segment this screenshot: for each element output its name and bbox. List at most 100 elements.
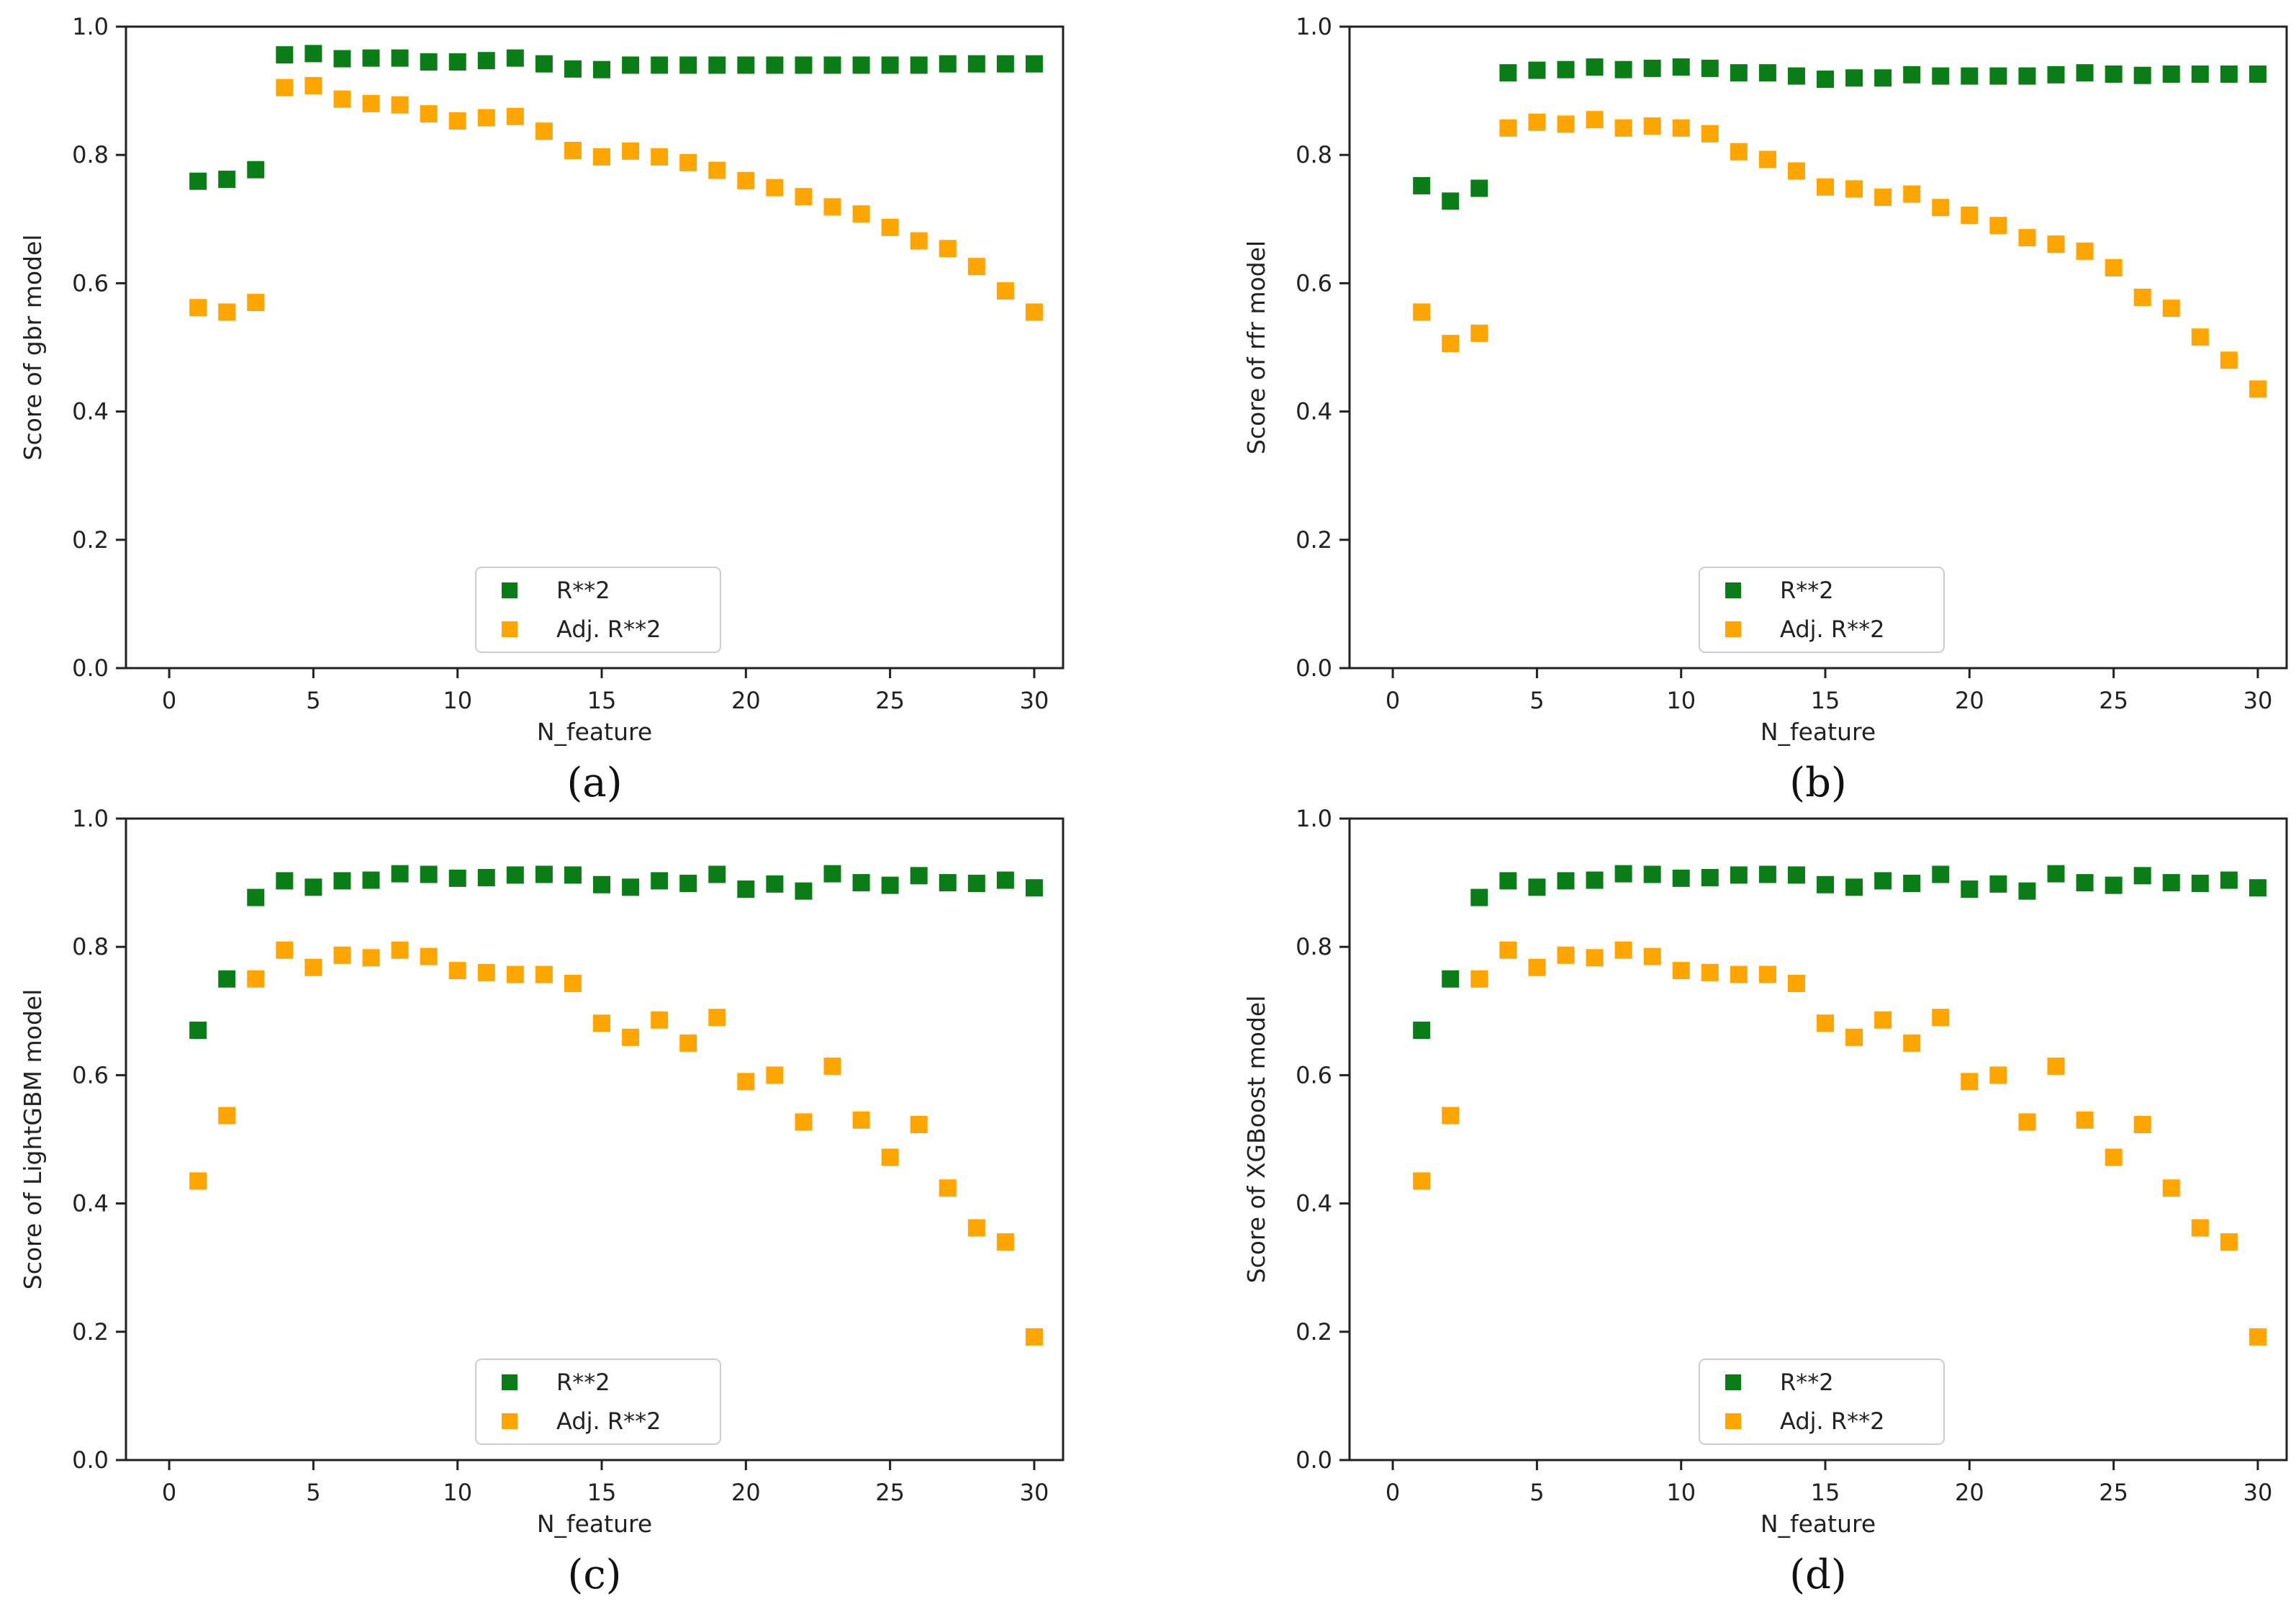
legend-label: R**2 <box>1780 577 1834 604</box>
series-adj-r2 <box>1413 111 2266 398</box>
data-point <box>304 878 322 896</box>
y-tick-label: 0.6 <box>1296 269 1332 297</box>
data-point <box>1758 64 1776 82</box>
data-point <box>1442 192 1460 210</box>
data-point <box>1672 58 1690 76</box>
legend-marker <box>502 621 517 637</box>
data-point <box>967 258 985 276</box>
data-point <box>276 46 294 64</box>
data-point <box>362 94 380 112</box>
data-point <box>1903 66 1921 84</box>
data-point <box>448 869 466 887</box>
data-point <box>1758 865 1776 883</box>
data-point <box>939 874 957 892</box>
x-tick-label: 5 <box>1529 687 1544 714</box>
legend-label: Adj. R**2 <box>556 616 661 643</box>
data-point <box>708 56 726 74</box>
data-point <box>189 172 207 190</box>
y-axis-label: Score of XGBoost model <box>1242 996 1270 1284</box>
legend-label: Adj. R**2 <box>556 1407 661 1435</box>
data-point <box>1989 875 2007 893</box>
data-point <box>391 96 409 114</box>
data-point <box>189 299 207 317</box>
data-point <box>1025 303 1043 321</box>
data-point <box>1874 189 1892 207</box>
data-point <box>1586 871 1604 889</box>
data-point <box>651 148 669 166</box>
data-point <box>1874 872 1892 890</box>
data-point <box>967 55 985 73</box>
data-point <box>823 56 841 74</box>
data-point <box>1758 965 1776 983</box>
data-point <box>2047 235 2065 253</box>
data-point <box>1586 58 1604 76</box>
data-point <box>362 871 380 889</box>
data-point <box>1874 1011 1892 1029</box>
data-point <box>1903 185 1921 203</box>
data-point <box>593 875 611 893</box>
data-point <box>2162 65 2180 83</box>
data-point <box>1758 150 1776 168</box>
data-point <box>795 56 813 74</box>
data-point <box>535 965 553 983</box>
data-point <box>2133 867 2151 885</box>
data-point <box>823 198 841 216</box>
data-point <box>2162 1179 2180 1197</box>
y-tick-label: 1.0 <box>72 13 109 40</box>
data-point <box>1499 119 1517 137</box>
data-point <box>1817 71 1835 89</box>
data-point <box>967 1219 985 1237</box>
data-point <box>651 872 669 890</box>
data-point <box>1499 941 1517 959</box>
legend-marker <box>1725 582 1741 598</box>
data-point <box>737 171 755 189</box>
data-point <box>564 974 582 992</box>
data-point <box>1614 60 1632 78</box>
data-point <box>910 1116 928 1134</box>
y-tick-label: 0.4 <box>72 398 109 425</box>
data-point <box>420 105 438 123</box>
data-point <box>1787 162 1805 180</box>
data-point <box>852 1111 870 1129</box>
data-point <box>1025 1328 1043 1346</box>
data-point <box>939 1179 957 1197</box>
data-point <box>2248 65 2266 83</box>
y-tick-label: 1.0 <box>1296 13 1332 40</box>
x-axis-label: N_feature <box>537 1510 652 1538</box>
data-point <box>362 49 380 67</box>
data-point <box>333 872 351 890</box>
data-point <box>593 60 611 78</box>
data-point <box>1817 1014 1835 1032</box>
data-point <box>1586 111 1604 129</box>
data-point <box>506 49 524 67</box>
x-tick-label: 30 <box>2243 1479 2273 1506</box>
data-point <box>1961 880 1979 898</box>
x-tick-label: 20 <box>1955 687 1984 714</box>
series-r2 <box>1413 58 2266 210</box>
legend-box <box>1699 1359 1945 1445</box>
data-point <box>2018 882 2036 900</box>
y-tick-label: 0.8 <box>72 141 109 168</box>
data-point <box>622 1028 640 1046</box>
data-point <box>2248 380 2266 398</box>
data-point <box>795 188 813 206</box>
chart-panel-d: 0 5 10 15 20 25 30 0.0 0.2 0.4 0.6 0.8 1.0 N_feature S… <box>1242 805 2288 1598</box>
legend-label: R**2 <box>1780 1369 1834 1396</box>
data-point <box>420 947 438 965</box>
data-point <box>1442 970 1460 988</box>
data-point <box>1989 1066 2007 1084</box>
x-tick-label: 20 <box>1955 1479 1984 1506</box>
data-point <box>304 76 322 94</box>
x-tick-label: 15 <box>587 1479 617 1506</box>
data-point <box>651 56 669 74</box>
data-point <box>1874 69 1892 87</box>
x-tick-label: 25 <box>875 687 905 714</box>
data-point <box>506 965 524 983</box>
data-point <box>1557 115 1575 133</box>
y-axis-label: Score of LightGBM model <box>19 989 47 1290</box>
data-point <box>1643 947 1661 965</box>
series-r2 <box>189 45 1043 190</box>
data-point <box>477 963 495 981</box>
data-point <box>766 1066 784 1084</box>
data-point <box>2047 865 2065 883</box>
